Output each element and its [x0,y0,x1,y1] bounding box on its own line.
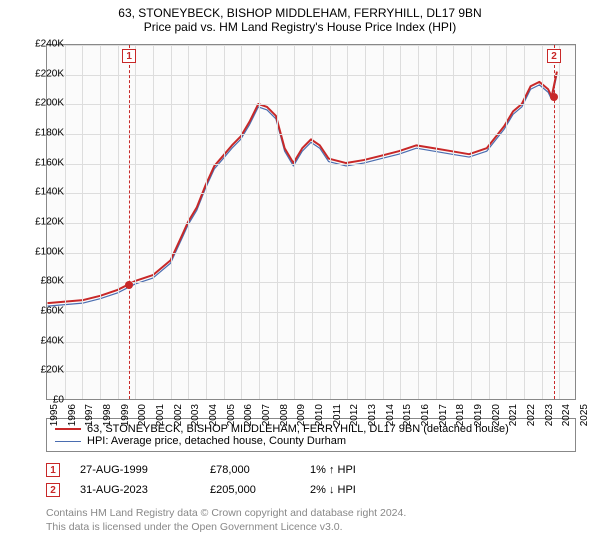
event-hpi: 2% ↓ HPI [310,484,356,496]
event-marker-box: 2 [547,49,561,63]
x-axis-label: 2019 [473,404,484,426]
footer-line2: This data is licensed under the Open Gov… [46,520,576,534]
event-marker-dot [125,281,133,289]
x-axis-label: 1997 [84,404,95,426]
y-axis-label: £140K [35,187,64,198]
x-axis-label: 2004 [208,404,219,426]
x-axis-label: 2009 [296,404,307,426]
event-marker-icon: 2 [46,483,60,497]
x-axis-label: 2020 [491,404,502,426]
footer-line1: Contains HM Land Registry data © Crown c… [46,506,576,520]
y-axis-label: £160K [35,157,64,168]
y-axis-label: £120K [35,217,64,228]
x-axis-label: 1995 [49,404,60,426]
title-block: 63, STONEYBECK, BISHOP MIDDLEHAM, FERRYH… [0,0,600,36]
event-marker-icon: 1 [46,463,60,477]
y-axis-label: £240K [35,39,64,50]
x-axis-label: 2021 [508,404,519,426]
legend-item-hpi: HPI: Average price, detached house, Coun… [55,435,567,447]
x-axis-label: 1998 [102,404,113,426]
x-axis-label: 2005 [226,404,237,426]
event-hpi: 1% ↑ HPI [310,464,356,476]
footer: Contains HM Land Registry data © Crown c… [46,506,576,534]
x-axis-label: 2010 [314,404,325,426]
event-price: £78,000 [210,464,290,476]
x-axis-label: 1996 [67,404,78,426]
event-date: 27-AUG-1999 [80,464,190,476]
x-axis-label: 2013 [367,404,378,426]
y-axis-label: £100K [35,246,64,257]
x-axis-label: 2016 [420,404,431,426]
chart-lines-svg [47,45,575,399]
chart-plot-area: 12 [46,44,576,400]
x-axis-label: 2012 [349,404,360,426]
x-axis-label: 2023 [544,404,555,426]
y-axis-label: £40K [41,335,64,346]
x-axis-label: 2001 [155,404,166,426]
title-address: 63, STONEYBECK, BISHOP MIDDLEHAM, FERRYH… [0,6,600,20]
legend-swatch-hpi [55,441,81,442]
x-axis-label: 2024 [561,404,572,426]
x-axis-label: 2018 [455,404,466,426]
event-date: 31-AUG-2023 [80,484,190,496]
legend-label-hpi: HPI: Average price, detached house, Coun… [87,435,346,447]
legend-swatch-property [55,428,81,430]
x-axis-label: 2002 [173,404,184,426]
chart-container: 63, STONEYBECK, BISHOP MIDDLEHAM, FERRYH… [0,0,600,560]
y-axis-label: £60K [41,306,64,317]
x-axis-label: 2008 [279,404,290,426]
x-axis-label: 1999 [120,404,131,426]
x-axis-label: 2006 [243,404,254,426]
x-axis-label: 2014 [385,404,396,426]
x-axis-label: 2003 [190,404,201,426]
x-axis-label: 2025 [579,404,590,426]
y-axis-label: £80K [41,276,64,287]
event-vline [129,45,130,399]
title-subtitle: Price paid vs. HM Land Registry's House … [0,20,600,34]
x-axis-label: 2011 [332,404,343,426]
x-axis-label: 2000 [137,404,148,426]
event-row: 2 31-AUG-2023 £205,000 2% ↓ HPI [46,480,576,500]
x-axis-label: 2022 [526,404,537,426]
x-axis-label: 2017 [438,404,449,426]
events-table: 1 27-AUG-1999 £78,000 1% ↑ HPI 2 31-AUG-… [46,460,576,500]
y-axis-label: £180K [35,128,64,139]
event-marker-box: 1 [122,49,136,63]
x-axis-label: 2007 [261,404,272,426]
y-axis-label: £220K [35,68,64,79]
y-axis-label: £200K [35,98,64,109]
event-row: 1 27-AUG-1999 £78,000 1% ↑ HPI [46,460,576,480]
event-price: £205,000 [210,484,290,496]
x-axis-label: 2015 [402,404,413,426]
y-axis-label: £20K [41,365,64,376]
event-marker-dot [550,93,558,101]
